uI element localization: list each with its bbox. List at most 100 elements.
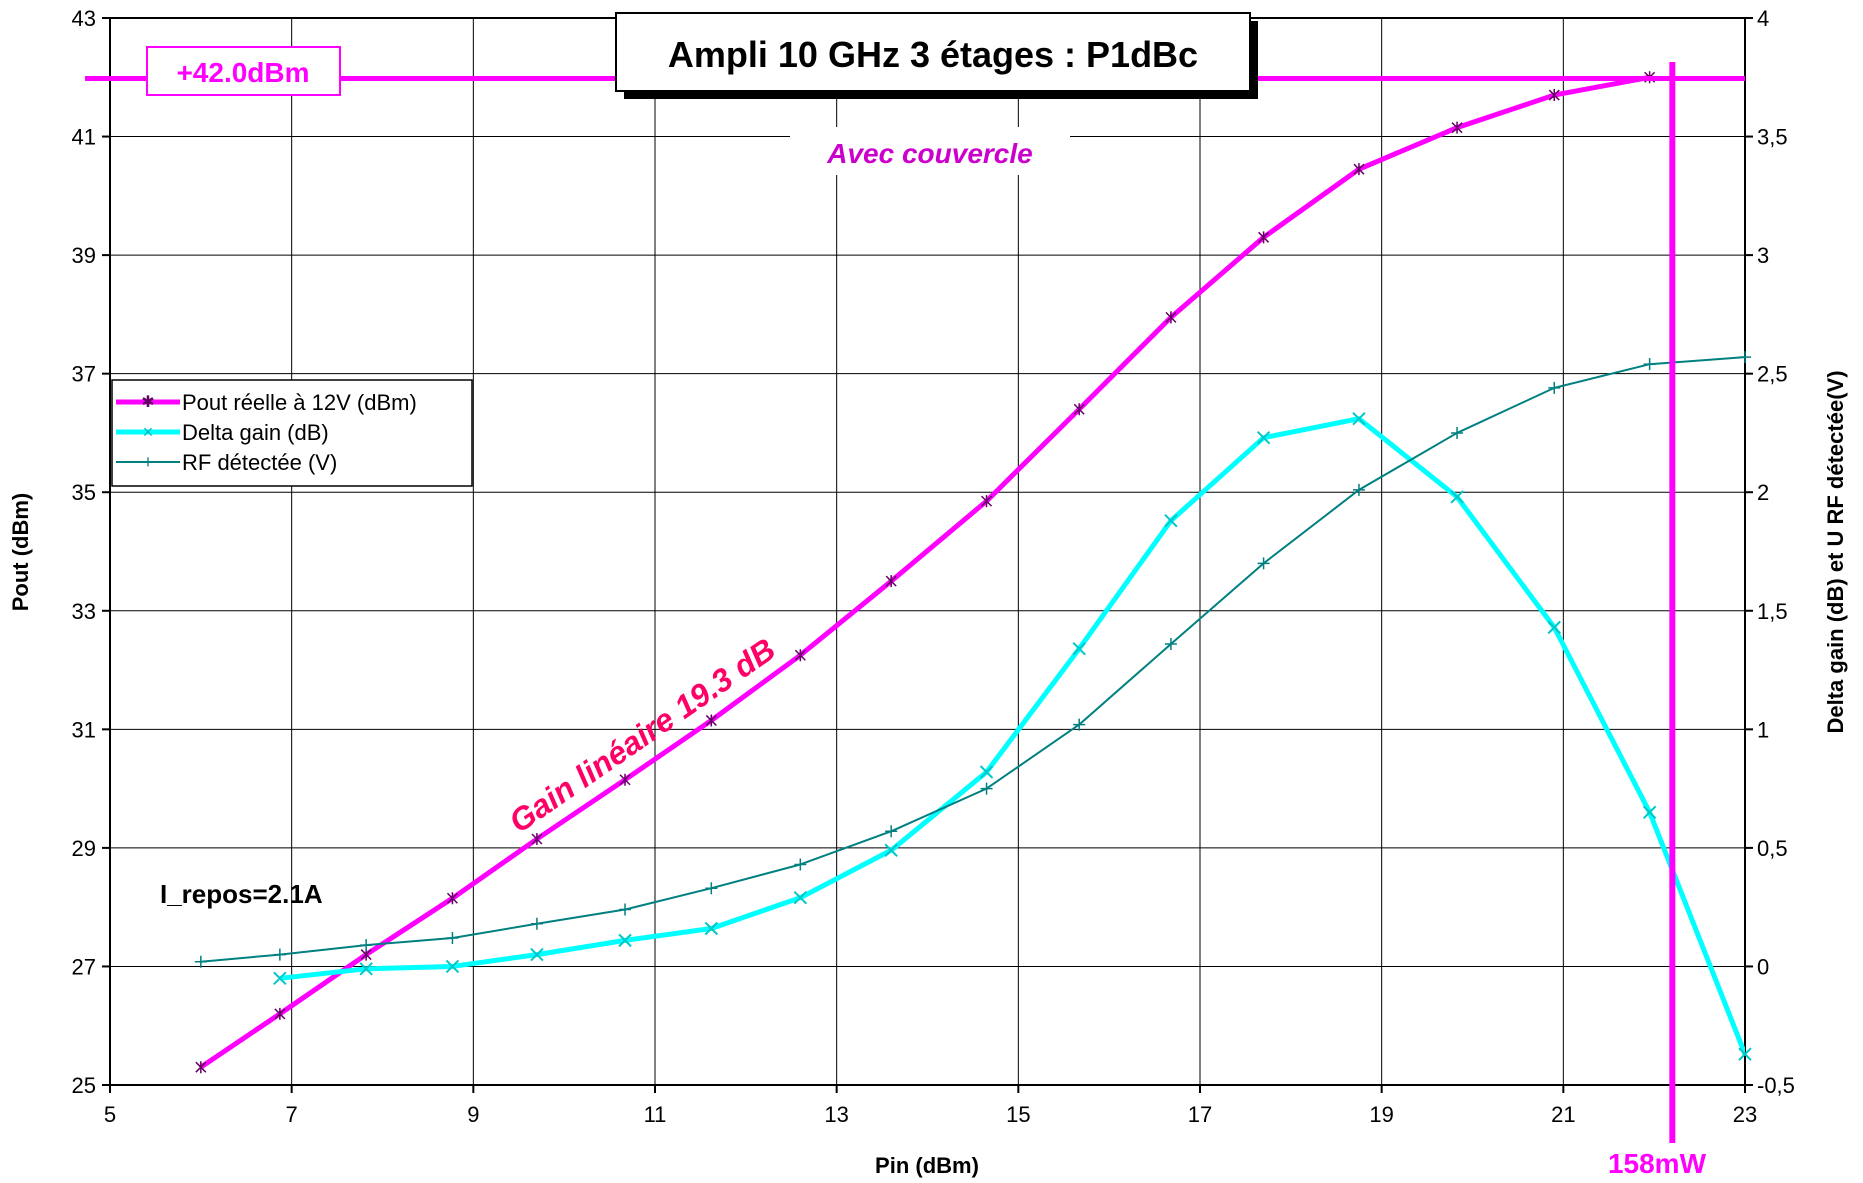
y-tick-label: 43 (72, 6, 96, 31)
y-axis-label: Pout (dBm) (8, 493, 33, 612)
x-tick-label: 15 (1006, 1102, 1030, 1127)
y-tick-label: 31 (72, 717, 96, 742)
y-tick-label: 39 (72, 243, 96, 268)
delta-gain-point (704, 921, 719, 936)
y-tick-label: 27 (72, 954, 96, 979)
y2-tick-label: 4 (1757, 6, 1769, 31)
delta-gain-point (1072, 642, 1086, 656)
x-tick-label: 7 (286, 1102, 298, 1127)
y2-tick-label: 1,5 (1757, 599, 1788, 624)
delta-gain-point (273, 971, 287, 986)
y2-tick-label: 3,5 (1757, 125, 1788, 150)
rf-detectee-point (980, 782, 993, 795)
y2-tick-label: 0 (1757, 954, 1769, 979)
y-tick-label: 25 (72, 1073, 96, 1098)
pout-point (885, 575, 897, 588)
y-tick-label: 33 (72, 599, 96, 624)
y-tick-label: 37 (72, 362, 96, 387)
delta-gain-point (1164, 513, 1178, 528)
x-tick-label: 17 (1188, 1102, 1212, 1127)
pout-point (1073, 403, 1085, 416)
pout-point (794, 649, 806, 662)
x-tick-label: 11 (644, 1102, 667, 1127)
legend-marker-rf: + (143, 452, 154, 472)
delta-gain-point (359, 962, 373, 976)
delta-gain-point (618, 933, 632, 948)
power-label: 158mW (1608, 1148, 1707, 1179)
pout-point (274, 1007, 286, 1020)
y2-tick-label: 3 (1757, 243, 1769, 268)
rf-detectee-point (1739, 351, 1751, 364)
legend: ✱ Pout réelle à 12V (dBm) × Delta gain (… (111, 379, 473, 487)
delta-gain-point (1547, 620, 1561, 635)
legend-label-delta: Delta gain (dB) (182, 420, 329, 445)
delta-gain-point (1352, 412, 1366, 426)
title-box (615, 12, 1251, 92)
rf-detectee-point (1451, 426, 1464, 439)
delta-gain-point (1450, 490, 1464, 504)
x-tick-label: 9 (467, 1102, 479, 1127)
y2-tick-label: 1 (1757, 717, 1769, 742)
rf-detectee-point (446, 931, 459, 944)
delta-gain-point (445, 959, 460, 974)
axis-ticks: 5 7 9 11 13 15 17 19 21 2325272931333537394143-0,… (72, 6, 1795, 1127)
legend-marker-delta: × (143, 422, 154, 442)
y2-tick-label: -0,5 (1757, 1073, 1795, 1098)
chart-title: Ampli 10 GHz 3 étages : P1dBc (668, 34, 1198, 75)
couvercle-label: Avec couvercle (826, 138, 1032, 169)
series-line-rf-detectee (200, 356, 1745, 963)
y2-tick-label: 0,5 (1757, 836, 1788, 861)
p1db-label: +42.0dBm (176, 57, 309, 88)
delta-gain-point (793, 890, 808, 905)
rf-detectee-point (794, 858, 807, 871)
rf-detectee-point (619, 903, 632, 916)
delta-gain-point (979, 765, 994, 779)
delta-gain-point (530, 947, 544, 962)
y-tick-label: 35 (72, 480, 96, 505)
y2-tick-label: 2,5 (1757, 362, 1788, 387)
pout-point (1548, 89, 1560, 102)
pout-point (619, 773, 631, 786)
couvercle-bg (790, 127, 1070, 175)
pout-point (446, 892, 458, 905)
x-tick-label: 23 (1733, 1102, 1757, 1127)
rf-detectee-point (1073, 718, 1086, 731)
delta-gain-point (1256, 430, 1271, 445)
x-axis-label: Pin (dBm) (875, 1153, 979, 1178)
pout-point (195, 1061, 207, 1074)
marker-layer (194, 71, 1752, 1074)
x-tick-label: 13 (824, 1102, 848, 1127)
x-tick-label: 19 (1369, 1102, 1393, 1127)
rf-detectee-point (360, 939, 373, 952)
y2-axis-label: Delta gain (dB) et U RF détectée(V) (1823, 370, 1848, 733)
rf-detectee-point (273, 948, 286, 961)
legend-label-pout: Pout réelle à 12V (dBm) (182, 390, 417, 415)
x-tick-label: 5 (104, 1102, 116, 1127)
rf-detectee-point (885, 825, 898, 838)
rf-detectee-point (1548, 381, 1561, 394)
delta-gain-point (1738, 1047, 1752, 1061)
pout-point (531, 832, 543, 845)
rf-detectee-point (1352, 483, 1365, 496)
x-tick-label: 21 (1551, 1102, 1575, 1127)
y2-tick-label: 2 (1757, 480, 1769, 505)
pout-point (705, 714, 717, 727)
rf-detectee-point (530, 917, 543, 930)
pout-point (1451, 121, 1463, 134)
rf-detectee-point (1257, 557, 1270, 570)
rf-detectee-point (1164, 637, 1177, 650)
delta-gain-point (1642, 805, 1657, 820)
legend-marker-pout: ✱ (141, 394, 154, 411)
y-tick-label: 41 (72, 125, 96, 150)
pout-point (1165, 311, 1177, 324)
bias-annotation: I_repos=2.1A (160, 879, 323, 909)
pout-point (1258, 231, 1270, 244)
p1db-label-box (146, 46, 341, 96)
rf-detectee-point (705, 882, 718, 895)
pout-point (1353, 163, 1365, 176)
delta-gain-point (884, 843, 898, 857)
legend-label-rf: RF détectée (V) (182, 450, 337, 475)
rf-detectee-point (194, 955, 207, 968)
rf-detectee-point (1643, 358, 1656, 371)
